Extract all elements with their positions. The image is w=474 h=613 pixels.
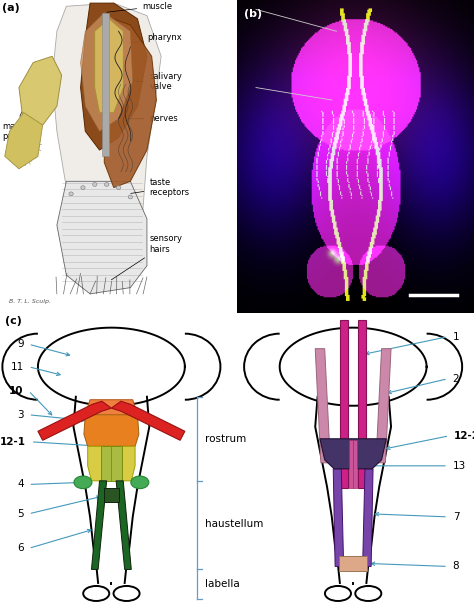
Text: 2: 2 bbox=[453, 374, 459, 384]
Polygon shape bbox=[102, 12, 109, 156]
Polygon shape bbox=[315, 349, 330, 463]
Text: (a): (a) bbox=[2, 3, 20, 13]
Polygon shape bbox=[111, 402, 185, 440]
Polygon shape bbox=[101, 446, 122, 481]
Text: B. T. L. Sculp.: B. T. L. Sculp. bbox=[9, 299, 52, 304]
Text: 11: 11 bbox=[10, 362, 24, 371]
Text: max.
palp: max. palp bbox=[2, 90, 32, 141]
Polygon shape bbox=[91, 481, 107, 569]
Ellipse shape bbox=[104, 183, 109, 186]
Text: muscle: muscle bbox=[107, 2, 173, 12]
Ellipse shape bbox=[128, 195, 133, 199]
Text: 10: 10 bbox=[9, 386, 24, 396]
Text: (c): (c) bbox=[5, 316, 22, 326]
Polygon shape bbox=[376, 349, 391, 463]
Polygon shape bbox=[84, 415, 139, 446]
Ellipse shape bbox=[81, 186, 85, 189]
Text: rostrum: rostrum bbox=[205, 434, 246, 444]
Polygon shape bbox=[38, 402, 111, 440]
Text: 5: 5 bbox=[17, 509, 24, 519]
Polygon shape bbox=[52, 3, 161, 281]
Polygon shape bbox=[81, 12, 133, 131]
Polygon shape bbox=[363, 469, 373, 566]
Ellipse shape bbox=[117, 186, 120, 189]
Ellipse shape bbox=[74, 476, 92, 489]
Text: 9: 9 bbox=[17, 339, 24, 349]
Polygon shape bbox=[95, 19, 123, 113]
Polygon shape bbox=[85, 400, 137, 424]
Text: taste
receptors: taste receptors bbox=[131, 178, 190, 197]
Polygon shape bbox=[81, 3, 147, 150]
Text: 13: 13 bbox=[453, 461, 466, 471]
Text: 12-2: 12-2 bbox=[454, 431, 474, 441]
Text: haustellum: haustellum bbox=[205, 519, 264, 530]
Polygon shape bbox=[353, 440, 357, 489]
Text: 3: 3 bbox=[17, 409, 24, 420]
Polygon shape bbox=[116, 481, 131, 569]
Polygon shape bbox=[339, 556, 367, 571]
Text: 8: 8 bbox=[453, 562, 459, 571]
Polygon shape bbox=[104, 15, 156, 188]
Polygon shape bbox=[340, 320, 348, 489]
Ellipse shape bbox=[93, 183, 97, 186]
Text: (b): (b) bbox=[244, 9, 262, 20]
Polygon shape bbox=[5, 113, 43, 169]
Polygon shape bbox=[88, 446, 135, 481]
Ellipse shape bbox=[69, 192, 73, 196]
Text: labella: labella bbox=[205, 579, 240, 590]
Text: 1: 1 bbox=[453, 332, 459, 341]
Polygon shape bbox=[349, 440, 353, 489]
Polygon shape bbox=[104, 489, 119, 503]
Text: sensory
hairs: sensory hairs bbox=[111, 234, 182, 280]
Text: salivary
valve: salivary valve bbox=[133, 72, 182, 91]
Text: 6: 6 bbox=[17, 543, 24, 554]
Text: 4: 4 bbox=[17, 479, 24, 489]
Text: 12-1: 12-1 bbox=[0, 437, 26, 447]
Text: pharynx: pharynx bbox=[128, 33, 182, 44]
Text: 7: 7 bbox=[453, 512, 459, 522]
Ellipse shape bbox=[131, 476, 149, 489]
Polygon shape bbox=[57, 181, 147, 294]
Polygon shape bbox=[358, 320, 366, 489]
Text: nerves: nerves bbox=[128, 114, 178, 123]
Polygon shape bbox=[333, 469, 344, 566]
Polygon shape bbox=[320, 439, 386, 469]
Polygon shape bbox=[19, 56, 62, 125]
